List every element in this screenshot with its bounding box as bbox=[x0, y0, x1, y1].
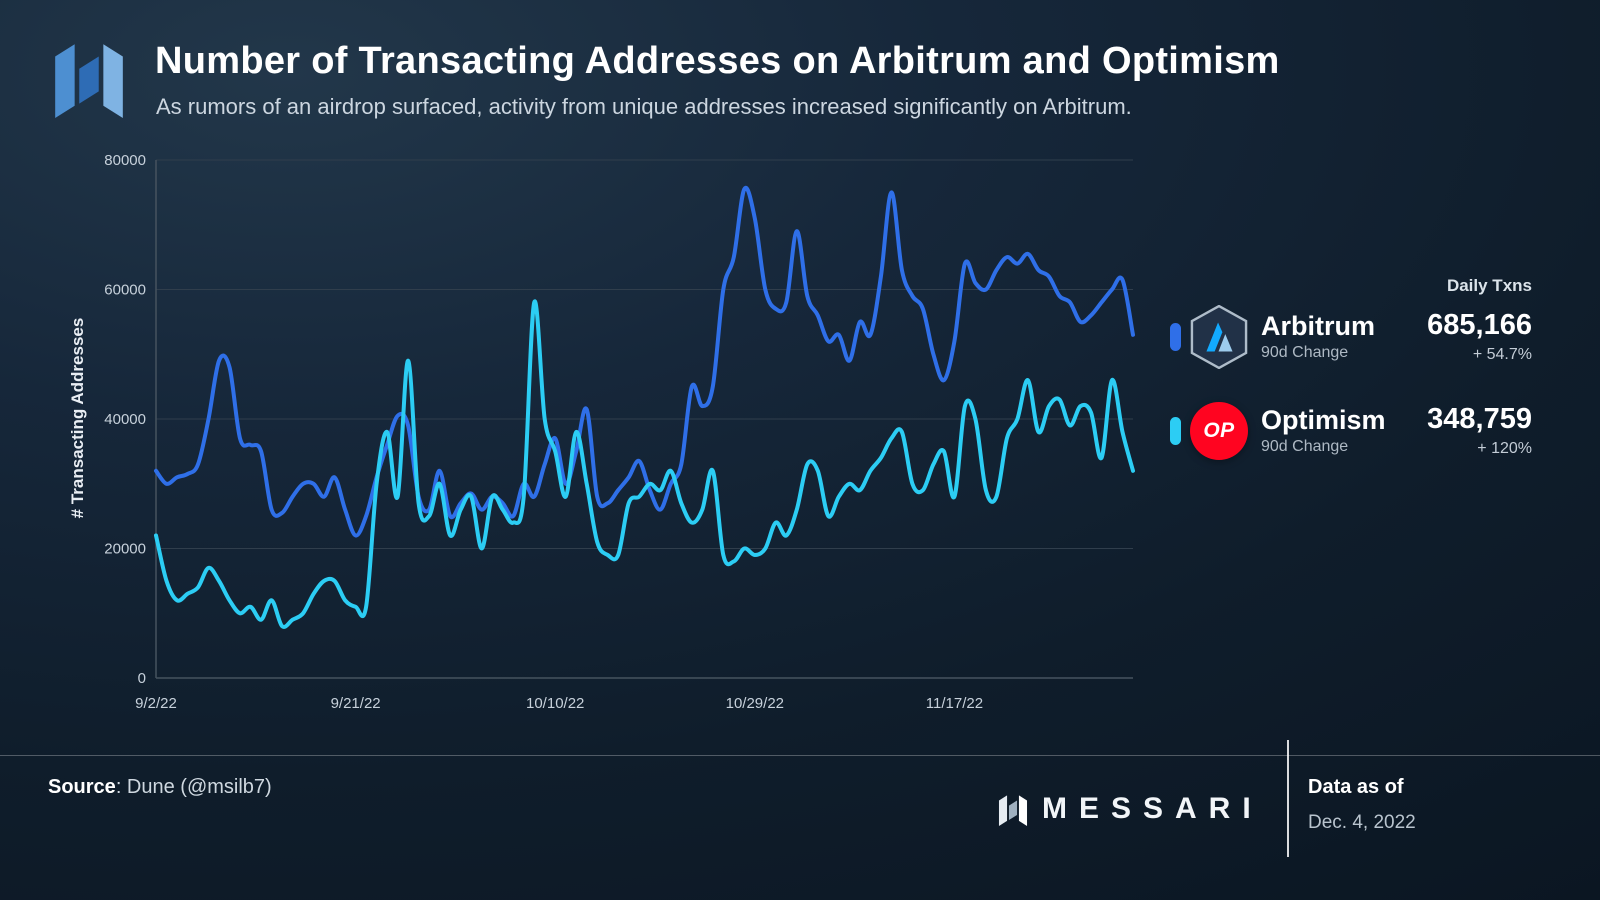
optimism-color-chip bbox=[1170, 417, 1181, 445]
arbitrum-line bbox=[154, 185, 1135, 538]
series-name: Arbitrum bbox=[1261, 310, 1375, 341]
optimism-line bbox=[154, 299, 1135, 629]
y-tick-label: 20000 bbox=[104, 541, 146, 558]
arbitrum-name-block: Arbitrum 90d Change bbox=[1261, 310, 1375, 362]
messari-wordmark-text: MESSARI bbox=[1042, 792, 1263, 825]
optimism-logo-icon: OP bbox=[1190, 402, 1248, 460]
arbitrum-color-chip bbox=[1170, 323, 1181, 351]
x-tick-label: 9/2/22 bbox=[135, 695, 177, 712]
arbitrum-logo-icon bbox=[1190, 305, 1248, 369]
x-tick-label: 10/29/22 bbox=[726, 695, 784, 712]
footer-divider bbox=[0, 755, 1600, 756]
x-tick-label: 11/17/22 bbox=[926, 695, 983, 712]
data-as-of-value: Dec. 4, 2022 bbox=[1308, 812, 1416, 833]
arbitrum-value-block: 685,166 + 54.7% bbox=[1427, 310, 1532, 363]
series-change-label: 90d Change bbox=[1261, 344, 1349, 362]
op-badge: OP bbox=[1190, 402, 1248, 460]
y-tick-label: 60000 bbox=[104, 282, 146, 299]
y-tick-label: 80000 bbox=[104, 152, 146, 169]
y-tick-label: 0 bbox=[138, 670, 146, 687]
y-tick-label: 40000 bbox=[104, 411, 146, 428]
legend-row-optimism: OP Optimism 90d Change 348,759 + 120% bbox=[1170, 402, 1532, 460]
series-name: Optimism bbox=[1261, 404, 1386, 435]
series-change: + 54.7% bbox=[1472, 345, 1532, 363]
series-value: 348,759 bbox=[1427, 403, 1532, 436]
page-subtitle: As rumors of an airdrop surfaced, activi… bbox=[156, 94, 1132, 119]
x-tick-label: 10/10/22 bbox=[526, 695, 584, 712]
page-title: Number of Transacting Addresses on Arbit… bbox=[155, 40, 1280, 82]
y-axis-title: # Transacting Addresses bbox=[68, 317, 87, 519]
footer-vertical-divider bbox=[1287, 740, 1289, 857]
series-change-label: 90d Change bbox=[1261, 438, 1349, 456]
legend-panel: Daily Txns Arbitrum 90d Change 685,166 +… bbox=[1170, 276, 1532, 496]
optimism-name-block: Optimism 90d Change bbox=[1261, 404, 1386, 456]
daily-txns-header: Daily Txns bbox=[1446, 276, 1532, 295]
source-label: Source bbox=[48, 776, 116, 798]
series-change: + 120% bbox=[1477, 439, 1532, 457]
x-tick-label: 9/21/22 bbox=[331, 695, 381, 712]
source-value: : Dune (@msilb7) bbox=[115, 776, 272, 798]
series-value: 685,166 bbox=[1427, 309, 1532, 342]
chart-svg: 0 20000 40000 60000 80000 9/2/22 9/21/22 10/10/… bbox=[104, 152, 1135, 712]
optimism-value-block: 348,759 + 120% bbox=[1427, 404, 1532, 457]
source-line: Source: Dune (@msilb7) bbox=[48, 776, 272, 799]
messari-wordmark: MESSARI bbox=[998, 792, 1263, 826]
legend-row-arbitrum: Arbitrum 90d Change 685,166 + 54.7% bbox=[1170, 305, 1532, 369]
messari-logo-icon bbox=[55, 44, 123, 118]
messari-wordmark-icon bbox=[998, 795, 1028, 826]
data-as-of-label: Data as of bbox=[1308, 776, 1404, 798]
